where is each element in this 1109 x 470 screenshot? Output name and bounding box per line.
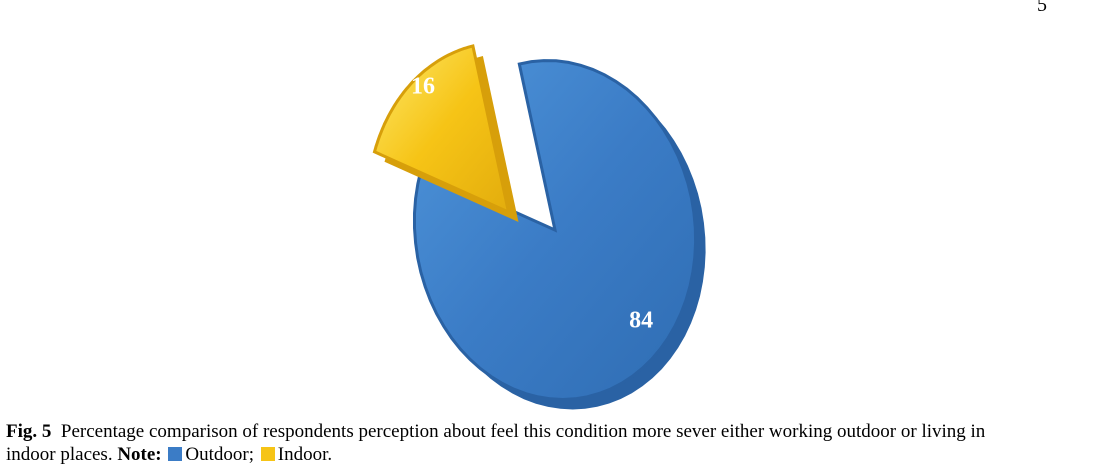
data-label-indoor: 16 (411, 73, 435, 99)
caption-text-line1: Percentage comparison of respondents per… (60, 421, 986, 442)
pie-slice-outdoor (413, 59, 698, 402)
legend-swatch-outdoor (168, 447, 183, 461)
pie-chart: 84 16 (372, 44, 706, 410)
figure-caption: Fig. 5 Percentage comparison of responde… (6, 420, 1106, 466)
legend-label-outdoor: Outdoor; (185, 444, 254, 465)
caption-text-line2: indoor places. (6, 444, 113, 465)
page-number: 5 (1037, 0, 1047, 16)
legend-label-indoor: Indoor. (277, 444, 333, 465)
note-label: Note: (117, 444, 162, 465)
figure-label: Fig. 5 (6, 421, 52, 442)
data-label-outdoor: 84 (629, 307, 653, 333)
legend-swatch-indoor (260, 447, 275, 461)
pie-slice-indoor (372, 44, 511, 215)
